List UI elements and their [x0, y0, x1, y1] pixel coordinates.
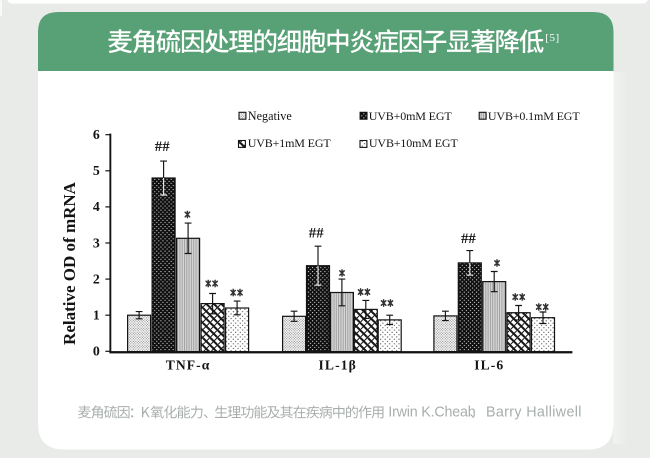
svg-text:UVB+1mM EGT: UVB+1mM EGT	[248, 136, 332, 150]
svg-text:Relative OD of mRNA: Relative OD of mRNA	[60, 181, 79, 345]
svg-text:UVB+10mM EGT: UVB+10mM EGT	[369, 136, 459, 150]
svg-text:0: 0	[93, 344, 100, 359]
svg-text:##: ##	[309, 225, 324, 241]
svg-text:6: 6	[93, 127, 100, 142]
svg-text:Barry Halliwell: Barry Halliwell	[486, 404, 582, 420]
svg-text:Negative: Negative	[248, 109, 292, 123]
svg-text:2: 2	[93, 271, 100, 286]
svg-text:[5]: [5]	[545, 32, 559, 44]
svg-text:UVB+0.1mM EGT: UVB+0.1mM EGT	[488, 109, 580, 123]
svg-text:##: ##	[461, 231, 476, 247]
svg-text:4: 4	[93, 199, 100, 214]
svg-text:##: ##	[155, 139, 170, 155]
svg-text:UVB+0mM EGT: UVB+0mM EGT	[369, 109, 453, 123]
svg-text:TNF-α: TNF-α	[166, 357, 211, 372]
svg-text:3: 3	[93, 235, 100, 250]
svg-text:IL-1β: IL-1β	[319, 357, 357, 372]
svg-text:1: 1	[93, 308, 100, 323]
svg-text:Irwin K.Cheah: Irwin K.Cheah	[388, 404, 475, 420]
svg-text:IL-6: IL-6	[474, 357, 504, 372]
svg-text:5: 5	[93, 163, 100, 178]
